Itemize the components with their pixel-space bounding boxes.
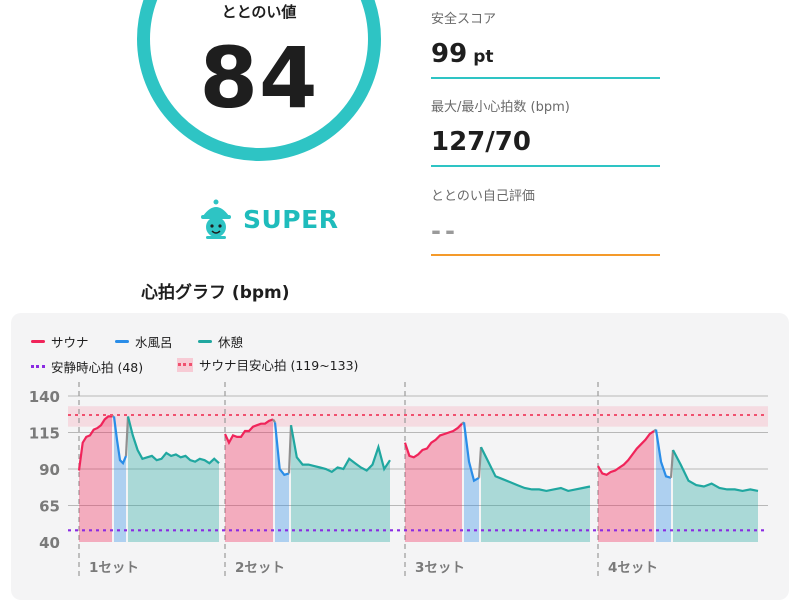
transition-line	[669, 449, 675, 478]
y-tick-label: 140	[29, 388, 60, 406]
divider	[431, 254, 660, 256]
rest-area	[673, 450, 758, 542]
safety-score-unit: pt	[473, 47, 494, 67]
y-tick-label: 90	[39, 461, 60, 479]
mascot-icon	[201, 199, 231, 239]
y-tick-label: 40	[39, 534, 60, 552]
level-badge: SUPER	[199, 199, 338, 239]
rest-line	[480, 446, 591, 493]
water-line	[112, 416, 128, 466]
heart-rate-range: 最大/最小心拍数 (bpm) 127/70	[431, 96, 660, 167]
rest-area	[291, 425, 390, 542]
legend-water: 水風呂	[115, 332, 173, 351]
sauna-line	[224, 418, 274, 446]
heart-rate-range-label: 最大/最小心拍数 (bpm)	[431, 100, 570, 115]
sauna-area	[405, 423, 462, 542]
self-evaluation-value[interactable]: --	[431, 217, 459, 245]
level-label: SUPER	[243, 204, 339, 234]
score-label: ととのい値	[221, 3, 297, 21]
rest-area	[481, 447, 590, 542]
water-line	[273, 422, 290, 477]
divider	[431, 165, 660, 167]
sauna-area	[598, 431, 654, 542]
legend-rest: 休憩	[198, 332, 243, 351]
set-label: 1セット	[89, 560, 139, 576]
water-area	[114, 416, 126, 542]
set-label: 4セット	[608, 560, 658, 576]
self-evaluation-label: ととのい自己評価	[431, 189, 535, 204]
legend-resting-hr: 安静時心拍 (48)	[31, 357, 143, 376]
transition-line	[272, 418, 276, 423]
transition-line	[124, 416, 130, 456]
sauna-line	[77, 415, 112, 471]
set-label: 3セット	[415, 560, 465, 576]
y-tick-label: 65	[39, 498, 60, 516]
heart-rate-range-value: 127/70	[431, 127, 531, 157]
sauna-line	[403, 422, 463, 459]
rest-line	[672, 449, 759, 493]
water-line	[462, 422, 480, 483]
legend-target-hr: サウナ目安心拍 (119~133)	[177, 355, 358, 374]
transition-line	[477, 447, 483, 478]
sauna-area	[79, 416, 112, 542]
set-label: 2セット	[235, 560, 285, 576]
water-line	[654, 429, 672, 479]
rest-line	[126, 416, 220, 465]
self-evaluation[interactable]: ととのい自己評価 --	[431, 185, 660, 256]
legend-sauna: サウナ	[31, 332, 89, 351]
sauna-line	[597, 430, 655, 477]
rest-area	[128, 416, 219, 542]
transition-line	[287, 425, 293, 474]
score-value: 84	[199, 29, 319, 127]
safety-score-label: 安全スコア	[431, 12, 497, 27]
graph-title: 心拍グラフ (bpm)	[141, 283, 290, 303]
water-area	[275, 422, 289, 542]
rest-line	[289, 425, 391, 474]
safety-score-value: 99 pt	[431, 39, 494, 69]
safety-score: 安全スコア 99 pt	[431, 8, 660, 79]
divider	[431, 77, 660, 79]
y-tick-label: 115	[29, 425, 60, 443]
target-band	[68, 406, 768, 427]
sauna-area	[225, 419, 273, 542]
